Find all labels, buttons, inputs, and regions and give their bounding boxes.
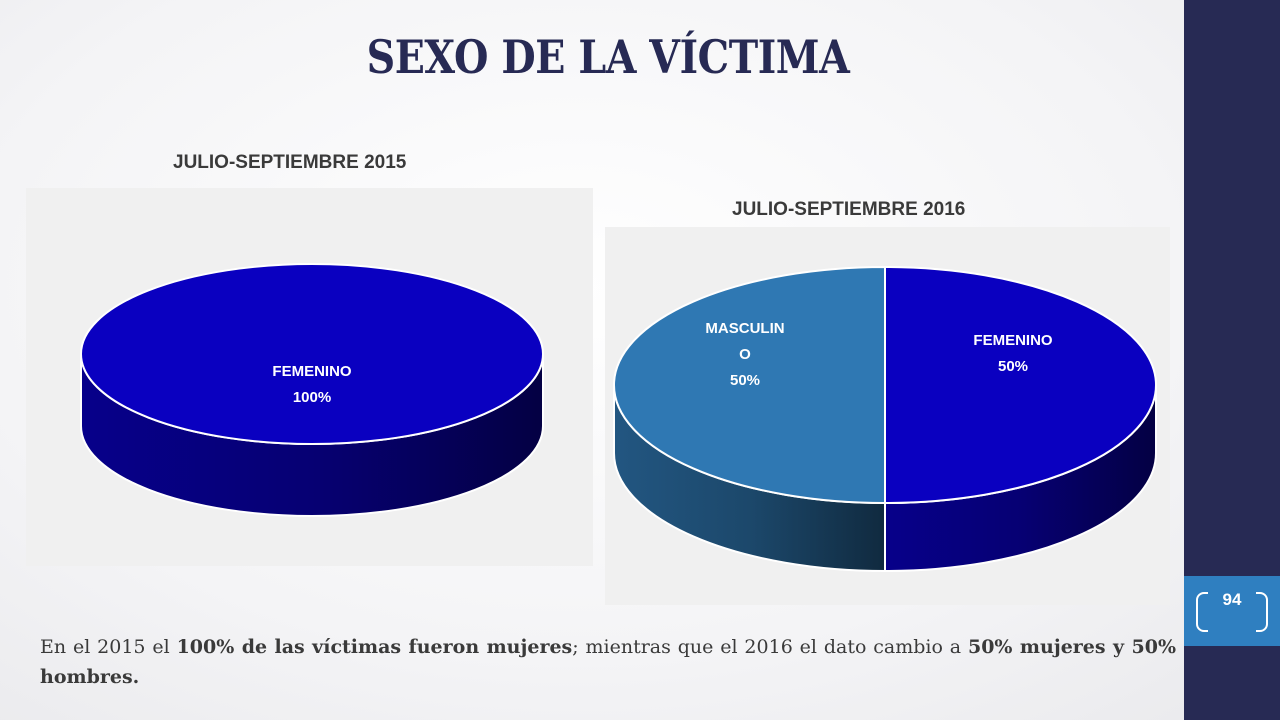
- chart-1-area: FEMENINO 100%: [26, 188, 593, 566]
- slide-title: SEXO DE LA VÍCTIMA: [366, 30, 850, 84]
- page-number-badge: 94: [1184, 576, 1280, 646]
- caption-bold-2: 50% mujeres y 50% hombres.: [40, 636, 1176, 688]
- pie-label-0: FEMENINO 50%: [973, 332, 1053, 375]
- pie-slice-0: [80, 263, 544, 445]
- chart-2-pie: FEMENINO 50% MASCULIN O 50%: [613, 265, 1157, 573]
- summary-caption: En el 2015 el 100% de las víctimas fuero…: [40, 632, 1176, 692]
- pie-slice-0: [884, 265, 1157, 505]
- chart-2-area: FEMENINO 50% MASCULIN O 50%: [605, 227, 1170, 605]
- chart-1-pie: FEMENINO 100%: [80, 263, 544, 517]
- pie-slice-1: [613, 265, 886, 505]
- chart-1-title: JULIO-SEPTIEMBRE 2015: [173, 152, 407, 173]
- page-number: 94: [1222, 590, 1242, 609]
- page-number-frame: [1196, 591, 1268, 633]
- caption-text-1: En el 2015 el: [40, 636, 177, 658]
- chart-2-title: JULIO-SEPTIEMBRE 2016: [732, 199, 966, 220]
- pie-label-0: FEMENINO 100%: [272, 363, 352, 406]
- caption-bold-1: 100% de las víctimas fueron mujeres: [176, 636, 573, 658]
- pie-label-1: MASCULIN O 50%: [705, 320, 784, 389]
- caption-text-2: ; mientras que el 2016 el dato cambio a: [572, 636, 968, 658]
